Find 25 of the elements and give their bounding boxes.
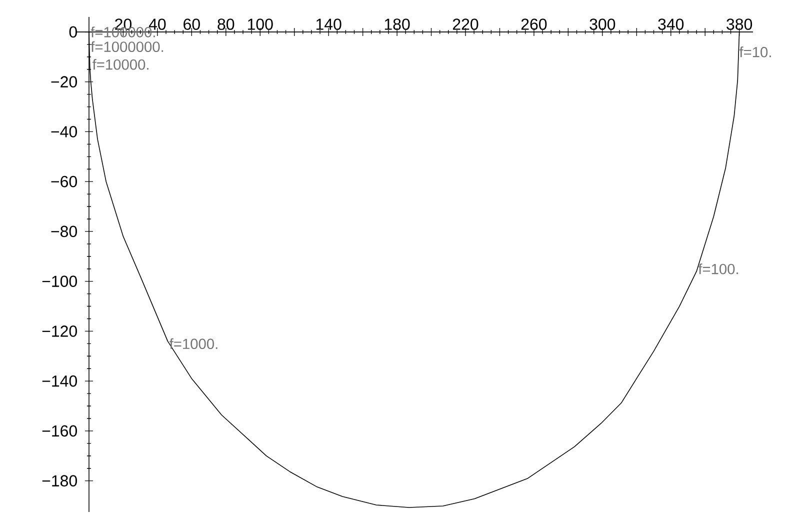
y-tick-label: −20 xyxy=(51,76,77,88)
x-tick-label: 100 xyxy=(248,18,273,30)
y-tick-label: −180 xyxy=(42,475,77,486)
y-tick-label: −80 xyxy=(51,226,77,238)
y-tick-label: 0 xyxy=(69,26,77,38)
y-tick-label: −60 xyxy=(51,176,77,188)
annotation: f=100. xyxy=(698,263,738,274)
y-tick-label: −40 xyxy=(51,126,77,138)
x-tick-label: 60 xyxy=(184,18,200,30)
y-tick-label: −140 xyxy=(42,375,77,387)
x-tick-label: 300 xyxy=(590,18,616,30)
annotation: f=10000. xyxy=(92,59,148,70)
annotation: f=1000000. xyxy=(90,41,164,52)
y-tick-label: −160 xyxy=(42,425,77,437)
x-tick-label: 380 xyxy=(726,18,752,30)
annotation: f=10. xyxy=(739,46,771,58)
x-tick-label: 260 xyxy=(521,18,547,30)
x-tick-label: 220 xyxy=(452,18,478,30)
annotation: f=1000. xyxy=(170,338,218,350)
y-tick-label: −100 xyxy=(42,276,77,287)
x-tick-label: 80 xyxy=(218,18,234,30)
x-tick-label: 140 xyxy=(316,18,342,30)
x-tick-label: 340 xyxy=(658,18,684,30)
y-tick-label: −120 xyxy=(42,326,77,337)
x-tick-label: 180 xyxy=(384,18,410,30)
